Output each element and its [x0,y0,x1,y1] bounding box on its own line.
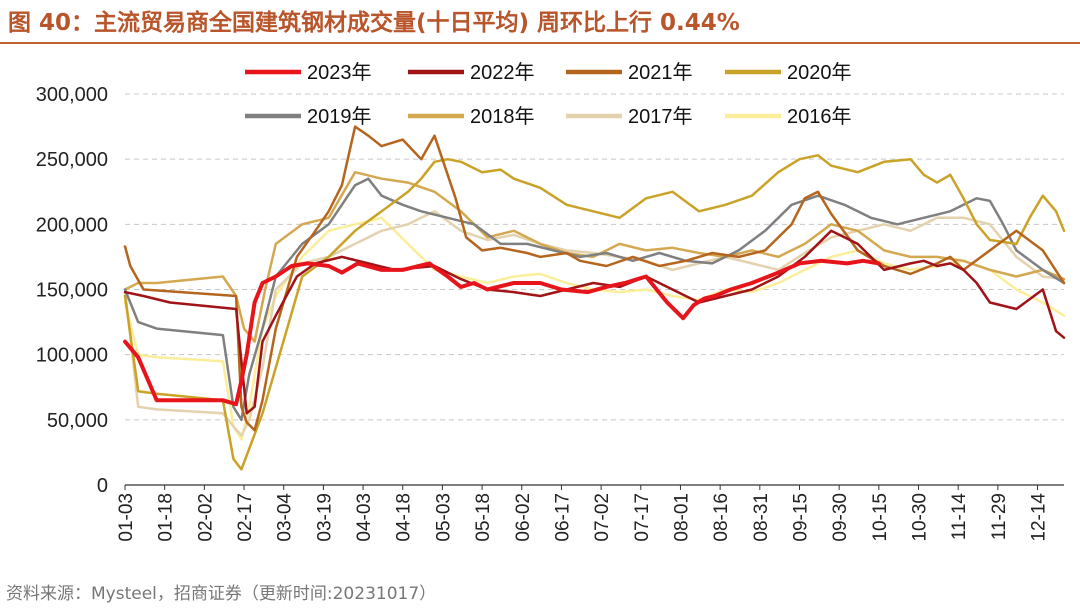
legend: 2023年 2022年 2021年 2020年 2019年 2018年 2017年 2016年 [245,61,852,128]
x-tick-label: 12-14 [1029,493,1050,542]
x-tick-label: 03-19 [314,493,335,542]
series-line-2019年 [123,177,1066,422]
x-tick-label: 04-18 [394,493,415,542]
x-tick-label: 06-17 [552,493,573,542]
y-tick-label: 250,000 [36,149,108,171]
y-tick-label: 100,000 [36,345,108,367]
legend-label: 2017年 [628,105,693,128]
legend-label: 2018年 [470,105,535,128]
x-tick-label: 11-14 [949,493,970,541]
y-tick-label: 200,000 [36,214,108,236]
legend-label: 2022年 [470,61,535,84]
x-tick-label: 02-02 [195,493,216,542]
series-line-2022年 [123,229,1066,415]
series-line-2021年 [123,125,1066,432]
series-line-2016年 [123,216,1066,441]
series-lines [123,125,1066,471]
x-tick-label: 03-04 [275,493,296,542]
x-tick-label: 10-30 [910,493,931,542]
x-tick-label: 02-17 [235,493,256,542]
y-tick-label: 300,000 [36,84,108,106]
x-tick-label: 08-01 [671,493,692,542]
x-tick-label: 04-03 [354,493,375,542]
x-tick-label: 09-30 [830,493,851,542]
x-tick-label: 09-15 [790,493,811,542]
x-tick-label: 08-31 [751,493,772,542]
x-tick-label: 06-02 [513,493,534,542]
x-tick-label: 07-02 [592,493,613,542]
legend-label: 2019年 [307,105,372,128]
x-axis: 01-03 01-18 02-02 02-17 03-04 03-19 04-03 04-18… [116,484,1064,542]
legend-label: 2023年 [307,61,372,84]
legend-label: 2021年 [628,61,693,84]
x-tick-label: 11-29 [989,493,1010,540]
y-tick-label: 150,000 [36,280,108,302]
x-tick-label: 10-15 [870,493,891,542]
y-tick-label: 50,000 [47,410,108,432]
series-line-2020年 [123,154,1066,471]
x-tick-label: 08-16 [711,493,732,542]
title-rule [0,42,1080,44]
source-note: 资料来源：Mysteel，招商证券（更新时间:20231017） [6,584,437,604]
x-tick-label: 05-03 [433,493,454,542]
series-line-2023年 [123,258,881,407]
x-tick-label: 01-03 [116,493,137,542]
x-tick-label: 01-18 [156,493,177,542]
legend-label: 2020年 [787,61,852,84]
legend-label: 2016年 [787,105,852,128]
x-tick-label: 07-17 [632,493,653,542]
series-line-2017年 [123,210,1066,437]
y-tick-label: 0 [97,475,108,497]
x-tick-label: 05-18 [473,493,494,542]
line-chart: 0 50,000 100,000 150,000 200,000 250,000 300,0… [36,61,1066,542]
figure-title: 图 40：主流贸易商全国建筑钢材成交量(十日平均) 周环比上行 0.44% [8,10,740,36]
y-axis: 0 50,000 100,000 150,000 200,000 250,000 300,0… [36,84,108,497]
